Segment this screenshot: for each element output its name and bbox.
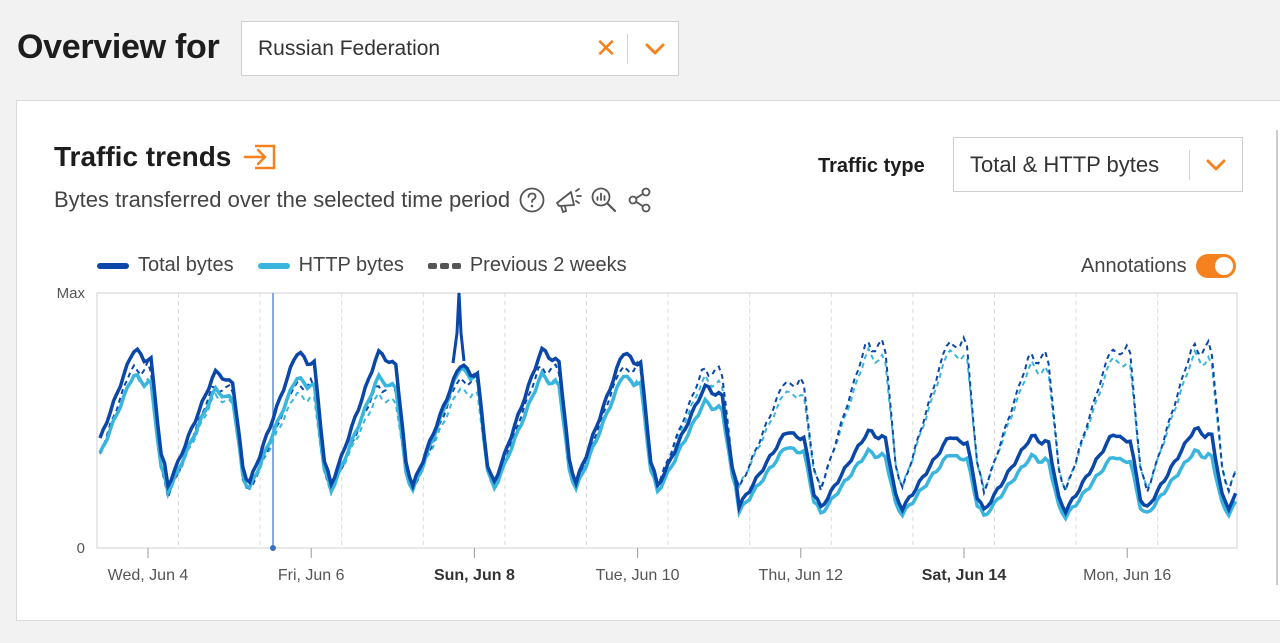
- scrollbar-edge: [1276, 130, 1278, 585]
- legend-swatch-total: [97, 262, 129, 269]
- x-tick-label: Fri, Jun 6: [278, 567, 345, 584]
- help-icon[interactable]: [518, 186, 546, 214]
- card-subtitle: Bytes transferred over the selected time…: [54, 186, 654, 214]
- annotations-toggle[interactable]: [1195, 254, 1236, 278]
- share-icon[interactable]: [626, 186, 654, 214]
- toggle-knob: [1214, 257, 1233, 275]
- x-tick-label: Thu, Jun 12: [759, 567, 844, 584]
- x-tick-label: Sat, Jun 14: [922, 567, 1007, 584]
- y-label-max: Max: [57, 285, 86, 302]
- traffic-chart: Max 0 Wed, Jun 4 Fri, Jun 6 Sun, Jun 8 Tue, J…: [57, 285, 1238, 584]
- legend-total[interactable]: Total bytes: [97, 254, 234, 277]
- location-value: Russian Federation: [258, 36, 441, 60]
- legend-swatch-http: [257, 262, 290, 269]
- card-title-text: Traffic trends: [54, 141, 232, 172]
- annotations-control: Annotations: [1081, 254, 1236, 278]
- x-tick-label: Sun, Jun 8: [434, 567, 515, 584]
- legend-label-http: HTTP bytes: [298, 254, 404, 276]
- megaphone-icon[interactable]: [554, 186, 583, 214]
- legend-label-total: Total bytes: [138, 254, 234, 276]
- traffic-trends-card: Traffic trends Bytes transferred over th…: [16, 100, 1280, 621]
- traffic-type-label: Traffic type: [818, 155, 925, 177]
- divider: [627, 33, 628, 64]
- series-previous-total: [99, 334, 1237, 502]
- subtitle-text: Bytes transferred over the selected time…: [54, 187, 511, 212]
- y-label-zero: 0: [77, 540, 85, 557]
- close-icon[interactable]: ✕: [595, 33, 617, 63]
- series-total-spike: [451, 292, 466, 364]
- page-title: Overview for: [17, 28, 220, 66]
- expand-icon[interactable]: [241, 142, 279, 172]
- x-tick-label: Wed, Jun 4: [108, 567, 189, 584]
- legend-label-previous: Previous 2 weeks: [469, 254, 627, 276]
- annotations-label: Annotations: [1081, 254, 1187, 277]
- series-total-bytes: [98, 345, 1238, 517]
- traffic-type-select[interactable]: Total & HTTP bytes: [953, 137, 1243, 192]
- chevron-down-icon[interactable]: [632, 22, 678, 75]
- chart-legend: Total bytes HTTP bytes Previous 2 weeks: [97, 254, 651, 277]
- location-select[interactable]: Russian Federation ✕: [241, 21, 679, 76]
- zoom-chart-icon[interactable]: [590, 186, 618, 214]
- series-http-bytes: [98, 366, 1238, 523]
- plot-frame: [96, 292, 1238, 549]
- card-title: Traffic trends: [54, 141, 279, 173]
- x-tick-label: Tue, Jun 10: [596, 567, 680, 584]
- chevron-down-icon[interactable]: [1190, 138, 1242, 191]
- traffic-type-value: Total & HTTP bytes: [970, 151, 1160, 177]
- hover-cursor-dot: [270, 545, 276, 551]
- divider: [1189, 149, 1190, 180]
- legend-http[interactable]: HTTP bytes: [257, 254, 404, 277]
- legend-previous[interactable]: Previous 2 weeks: [427, 254, 627, 277]
- legend-swatch-previous: [427, 262, 461, 269]
- x-tick-label: Mon, Jun 16: [1083, 567, 1171, 584]
